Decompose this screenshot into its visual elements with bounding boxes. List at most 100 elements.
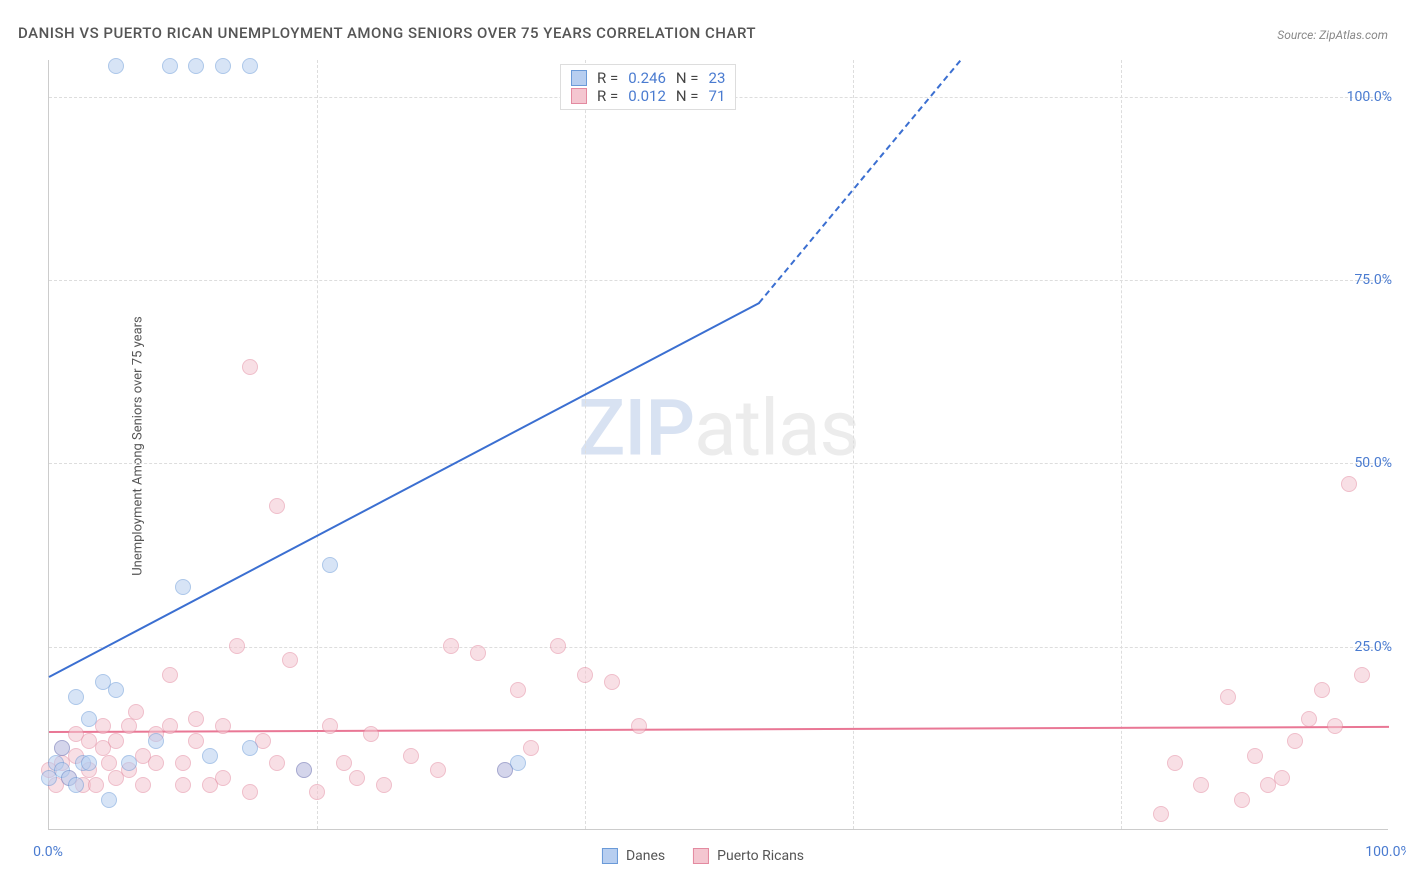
legend-row-pr: R = 0.012 N = 71: [571, 87, 725, 105]
scatter-point-danes: [322, 557, 338, 573]
scatter-point-danes: [81, 755, 97, 771]
scatter-point-pr: [1301, 711, 1317, 727]
y-tick-label: 100.0%: [1347, 89, 1392, 105]
scatter-point-pr: [1354, 667, 1370, 683]
scatter-point-pr: [631, 718, 647, 734]
scatter-point-pr: [188, 733, 204, 749]
scatter-point-pr: [430, 762, 446, 778]
scatter-point-pr: [1193, 777, 1209, 793]
legend-item-danes: Danes: [602, 848, 665, 864]
x-tick-label: 100.0%: [1365, 844, 1406, 860]
scatter-point-pr: [376, 777, 392, 793]
gridline-h: [49, 280, 1388, 281]
scatter-point-pr: [1287, 733, 1303, 749]
legend-n-value-pr: 71: [709, 87, 726, 105]
gridline-v: [585, 60, 586, 829]
watermark-zip: ZIP: [578, 384, 694, 475]
scatter-point-danes: [162, 58, 178, 74]
scatter-point-danes: [215, 58, 231, 74]
scatter-point-danes: [68, 689, 84, 705]
scatter-point-pr: [1274, 770, 1290, 786]
scatter-point-pr: [128, 704, 144, 720]
scatter-point-pr: [175, 777, 191, 793]
scatter-point-pr: [336, 755, 352, 771]
legend-r-value-danes: 0.246: [628, 69, 666, 87]
scatter-point-pr: [108, 733, 124, 749]
scatter-point-pr: [162, 667, 178, 683]
scatter-point-pr: [1167, 755, 1183, 771]
chart-container: DANISH VS PUERTO RICAN UNEMPLOYMENT AMON…: [0, 0, 1406, 892]
correlation-legend: R = 0.246 N = 23 R = 0.012 N = 71: [560, 64, 736, 110]
scatter-point-pr: [1314, 682, 1330, 698]
scatter-point-danes: [81, 711, 97, 727]
plot-area: ZIPatlas: [48, 60, 1388, 830]
scatter-point-danes: [108, 682, 124, 698]
y-tick-label: 75.0%: [1354, 272, 1392, 288]
y-tick-label: 50.0%: [1354, 455, 1392, 471]
scatter-point-pr: [470, 645, 486, 661]
scatter-point-danes: [510, 755, 526, 771]
scatter-point-pr: [242, 784, 258, 800]
legend-item-pr: Puerto Ricans: [693, 848, 804, 864]
legend-r-label: R =: [597, 69, 618, 87]
scatter-point-danes: [108, 58, 124, 74]
scatter-point-pr: [403, 748, 419, 764]
scatter-point-pr: [121, 718, 137, 734]
watermark-atlas: atlas: [694, 384, 859, 475]
scatter-point-danes: [175, 579, 191, 595]
gridline-v: [1121, 60, 1122, 829]
scatter-point-pr: [550, 638, 566, 654]
scatter-point-pr: [1327, 718, 1343, 734]
scatter-point-pr: [229, 638, 245, 654]
scatter-point-pr: [322, 718, 338, 734]
series-legend: Danes Puerto Ricans: [602, 848, 804, 864]
chart-title: DANISH VS PUERTO RICAN UNEMPLOYMENT AMON…: [18, 24, 756, 42]
scatter-point-pr: [443, 638, 459, 654]
gridline-h: [49, 463, 1388, 464]
gridline-v: [853, 60, 854, 829]
scatter-point-pr: [88, 777, 104, 793]
scatter-point-danes: [188, 58, 204, 74]
watermark: ZIPatlas: [578, 384, 859, 475]
scatter-point-danes: [242, 58, 258, 74]
scatter-point-danes: [121, 755, 137, 771]
scatter-point-pr: [282, 652, 298, 668]
scatter-point-pr: [1341, 476, 1357, 492]
scatter-point-pr: [269, 498, 285, 514]
legend-row-danes: R = 0.246 N = 23: [571, 69, 725, 87]
legend-swatch-pr-icon: [693, 848, 709, 864]
scatter-point-pr: [1220, 689, 1236, 705]
legend-r-label: R =: [597, 87, 618, 105]
scatter-point-pr: [242, 359, 258, 375]
trend-line: [49, 726, 1389, 733]
scatter-point-pr: [1247, 748, 1263, 764]
legend-swatch-pr: [571, 88, 587, 104]
legend-n-label: N =: [676, 87, 699, 105]
scatter-point-pr: [215, 718, 231, 734]
scatter-point-pr: [309, 784, 325, 800]
scatter-point-pr: [148, 755, 164, 771]
legend-n-value-danes: 23: [709, 69, 726, 87]
scatter-point-pr: [188, 711, 204, 727]
scatter-point-pr: [101, 755, 117, 771]
scatter-point-pr: [577, 667, 593, 683]
scatter-point-pr: [162, 718, 178, 734]
scatter-point-pr: [1153, 806, 1169, 822]
gridline-h: [49, 647, 1388, 648]
scatter-point-pr: [510, 682, 526, 698]
scatter-point-pr: [349, 770, 365, 786]
scatter-point-danes: [54, 740, 70, 756]
legend-r-value-pr: 0.012: [628, 87, 666, 105]
scatter-point-danes: [68, 777, 84, 793]
scatter-point-pr: [1234, 792, 1250, 808]
scatter-point-danes: [101, 792, 117, 808]
x-tick-label: 0.0%: [33, 844, 63, 860]
scatter-point-pr: [175, 755, 191, 771]
legend-label-pr: Puerto Ricans: [717, 848, 804, 864]
scatter-point-danes: [296, 762, 312, 778]
scatter-point-danes: [242, 740, 258, 756]
y-tick-label: 25.0%: [1354, 639, 1392, 655]
source-label: Source: ZipAtlas.com: [1277, 28, 1388, 42]
legend-swatch-danes-icon: [602, 848, 618, 864]
scatter-point-pr: [523, 740, 539, 756]
